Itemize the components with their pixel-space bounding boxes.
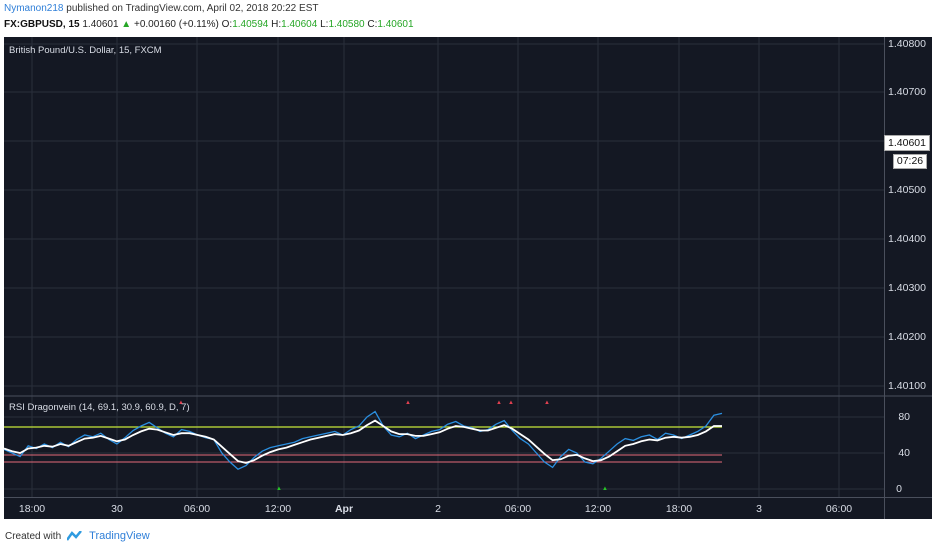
- main-legend[interactable]: British Pound/U.S. Dollar, 15, FXCM: [9, 45, 162, 56]
- price-tick: 1.40800: [888, 38, 926, 50]
- axis-corner: [884, 497, 932, 519]
- publish-info: Nymanon218 published on TradingView.com,…: [4, 3, 318, 14]
- time-tick: Apr: [334, 503, 354, 515]
- time-tick: 06:00: [504, 503, 532, 515]
- rsi-tick: 0: [896, 483, 902, 495]
- chart-area[interactable]: [4, 37, 884, 497]
- author-link[interactable]: Nymanon218: [4, 3, 64, 14]
- price-axis[interactable]: [884, 37, 932, 497]
- price-tick: 1.40300: [888, 282, 926, 294]
- high-value: 1.40604: [281, 19, 318, 30]
- price-tick: 1.40700: [888, 86, 926, 98]
- price-tick: 1.40100: [888, 380, 926, 392]
- time-tick: 18:00: [665, 503, 693, 515]
- time-tick: 2: [435, 503, 441, 515]
- svg-text:▲: ▲: [544, 400, 550, 406]
- time-tick: 3: [756, 503, 762, 515]
- open-value: 1.40594: [232, 19, 269, 30]
- time-tick: 06:00: [183, 503, 211, 515]
- low-value: 1.40580: [328, 19, 365, 30]
- created-with-text: Created with: [5, 530, 62, 542]
- tradingview-logo-icon: [67, 531, 83, 541]
- price-change: +0.00160 (+0.11%): [133, 19, 219, 30]
- svg-text:▲: ▲: [178, 400, 184, 406]
- svg-text:▲: ▲: [496, 400, 502, 406]
- close-label: C:: [367, 19, 378, 30]
- current-price-badge: 1.40601: [884, 135, 930, 151]
- price-tick: 1.40200: [888, 331, 926, 343]
- tradingview-brand-link[interactable]: TradingView: [89, 530, 150, 542]
- countdown-badge: 07:26: [893, 154, 927, 169]
- rsi-fast-line: [3, 410, 723, 470]
- open-label: O:: [221, 19, 233, 30]
- published-text: published on TradingView.com, April 02, …: [66, 3, 319, 14]
- svg-text:▲: ▲: [276, 486, 282, 492]
- rsi-tick: 80: [898, 411, 910, 423]
- last-price: 1.40601: [82, 19, 119, 30]
- time-tick: 18:00: [18, 503, 46, 515]
- time-tick: 12:00: [264, 503, 292, 515]
- up-arrow-icon: ▲: [121, 19, 132, 30]
- rsi-slow-line: [3, 419, 722, 464]
- close-value: 1.40601: [377, 19, 414, 30]
- rsi-tick: 40: [898, 447, 910, 459]
- footer: Created with TradingView: [5, 530, 150, 542]
- price-tick: 1.40400: [888, 233, 926, 245]
- time-tick: 12:00: [584, 503, 612, 515]
- time-tick: 30: [111, 503, 123, 515]
- high-label: H:: [271, 19, 282, 30]
- rsi-legend[interactable]: RSI Dragonvein (14, 69.1, 30.9, 60.9, D,…: [9, 402, 190, 413]
- symbol-label: FX:GBPUSD, 15: [4, 19, 80, 30]
- svg-text:▲: ▲: [602, 486, 608, 492]
- time-tick: 06:00: [825, 503, 853, 515]
- svg-text:▲: ▲: [508, 400, 514, 406]
- price-tick: 1.40500: [888, 184, 926, 196]
- time-axis[interactable]: [4, 497, 884, 519]
- low-label: L:: [320, 19, 329, 30]
- svg-text:▲: ▲: [405, 400, 411, 406]
- symbol-info: FX:GBPUSD, 15 1.40601 ▲ +0.00160 (+0.11%…: [4, 19, 414, 30]
